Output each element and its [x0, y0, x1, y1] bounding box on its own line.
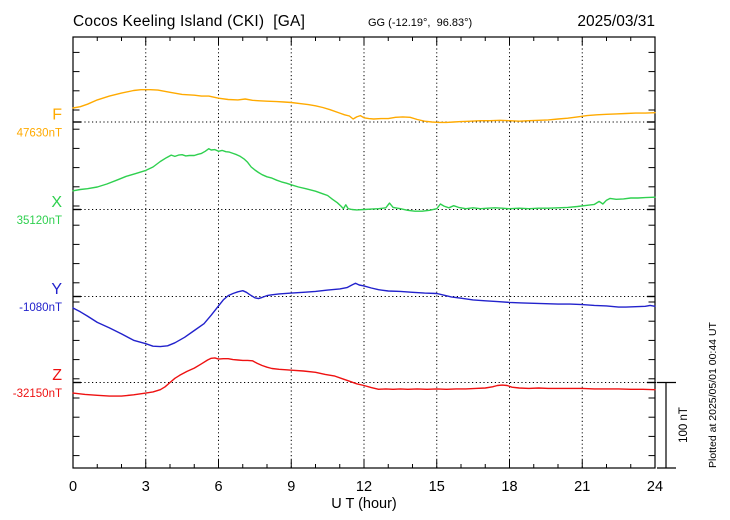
- plot-frame: [72, 36, 656, 469]
- series-value-F: 47630nT: [17, 128, 62, 140]
- series-label-Z: Z: [52, 367, 62, 384]
- axis-ticks: [72, 37, 656, 468]
- x-tick-label: 0: [69, 479, 77, 495]
- plot-date: 2025/03/31: [577, 12, 655, 30]
- geographic-coordinates: GG (-12.19°, 96.83°): [368, 17, 473, 29]
- x-tick-label: 3: [142, 479, 150, 495]
- series-value-Z: -32150nT: [13, 388, 62, 400]
- x-tick-label: 12: [356, 479, 372, 495]
- series-label-X: X: [51, 194, 62, 211]
- x-tick-label: 21: [574, 479, 590, 495]
- series-line-Y: [72, 282, 656, 348]
- series-line-Z: [72, 357, 656, 397]
- series-value-Y: -1080nT: [19, 302, 62, 314]
- series-label-F: F: [52, 107, 62, 124]
- series-labels: F 47630nT X 35120nT Y -1080nT Z -32150nT: [13, 107, 63, 401]
- x-tick-label: 24: [647, 479, 663, 495]
- gridlines: [73, 37, 657, 468]
- series-value-X: 35120nT: [17, 215, 62, 227]
- x-tick-label: 9: [287, 479, 295, 495]
- scale-bar-label: 100 nT: [678, 407, 690, 443]
- x-axis-title: U T (hour): [331, 496, 397, 512]
- series-label-Y: Y: [51, 281, 62, 298]
- series-line-F: [72, 88, 656, 124]
- x-tick-label: 18: [501, 479, 517, 495]
- station-title: Cocos Keeling Island (CKI) [GA]: [73, 13, 306, 30]
- series-curves: [72, 88, 656, 397]
- scale-bar: 100 nT: [657, 381, 690, 469]
- series-line-X: [72, 147, 656, 212]
- plotted-at-note: Plotted at 2025/05/01 00:44 UT: [707, 321, 719, 468]
- x-axis-labels: 0 3 6 9 12 15 18 21 24: [69, 479, 663, 495]
- x-tick-label: 15: [429, 479, 445, 495]
- x-tick-label: 6: [214, 479, 222, 495]
